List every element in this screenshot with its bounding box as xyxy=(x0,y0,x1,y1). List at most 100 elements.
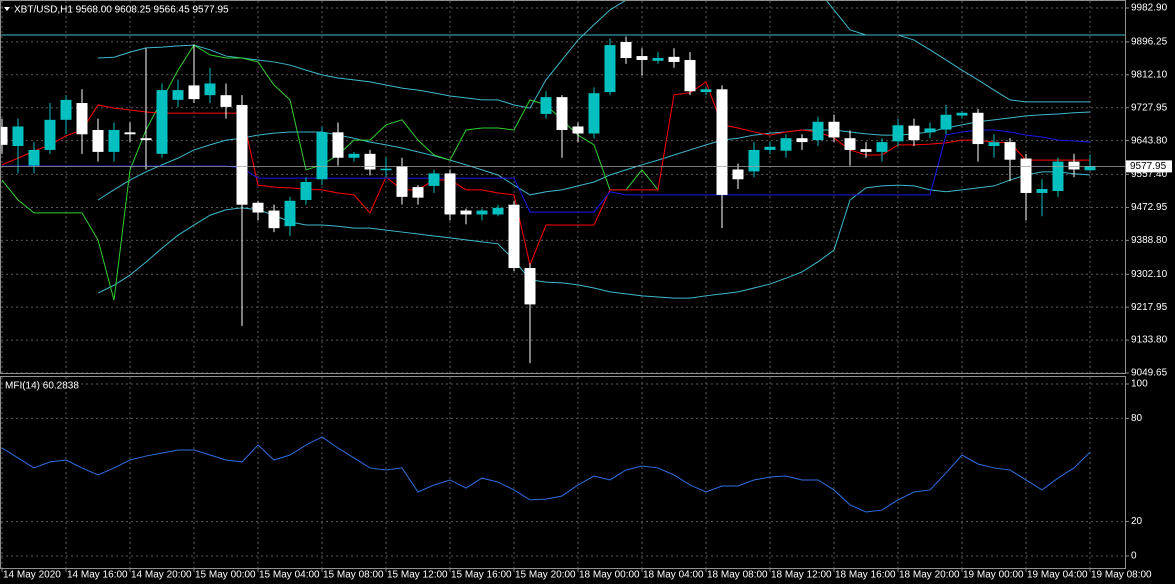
candle-body xyxy=(492,207,504,215)
candle-body xyxy=(156,90,168,154)
candle-body xyxy=(204,83,216,96)
x-tick-label: 15 May 08:00 xyxy=(323,570,384,581)
candle-body xyxy=(76,102,88,135)
x-tick-label: 19 May 00:00 xyxy=(963,570,1024,581)
indicator-line xyxy=(97,1,1090,109)
y-tick-label: 80 xyxy=(1131,413,1143,424)
candle-body xyxy=(412,187,424,198)
candle-body xyxy=(636,56,648,60)
candle-body xyxy=(428,173,440,186)
candle-body xyxy=(876,142,888,152)
candle-body xyxy=(28,149,40,166)
candle-body xyxy=(236,104,248,205)
candle-body xyxy=(604,45,616,93)
candle-body xyxy=(1020,158,1032,193)
y-tick-label: 9812.10 xyxy=(1131,69,1168,80)
candle-body xyxy=(956,112,968,116)
candle-body xyxy=(812,121,824,141)
candle-body xyxy=(940,114,952,130)
candle-body xyxy=(652,58,664,61)
candle-body xyxy=(924,128,936,133)
candle-body xyxy=(124,132,136,135)
y-tick-label: 0 xyxy=(1131,551,1137,562)
x-tick-label: 18 May 16:00 xyxy=(835,570,896,581)
x-tick-label: 19 May 08:00 xyxy=(1091,570,1152,581)
candle-body xyxy=(540,97,552,114)
candle-body xyxy=(780,138,792,151)
candle-body xyxy=(460,210,472,215)
candle-body xyxy=(748,149,760,172)
candle-body xyxy=(92,129,104,152)
y-tick-label: 9049.65 xyxy=(1131,368,1168,379)
candle-body xyxy=(348,153,360,158)
candle-body xyxy=(892,125,904,142)
candle-body xyxy=(844,138,856,150)
candle-body xyxy=(12,126,24,147)
x-tick-label: 15 May 00:00 xyxy=(195,570,256,581)
candle-body xyxy=(284,200,296,227)
candle-body xyxy=(796,138,808,143)
x-tick-label: 14 May 20:00 xyxy=(131,570,192,581)
candle-body xyxy=(972,112,984,145)
candle-body xyxy=(300,182,312,200)
y-tick-label: 9896.25 xyxy=(1131,37,1168,48)
x-tick-label: 18 May 12:00 xyxy=(771,570,832,581)
indicator-line xyxy=(2,129,1091,213)
x-tick-label: 15 May 04:00 xyxy=(259,570,320,581)
candle-body xyxy=(524,268,536,305)
y-tick-label: 9388.80 xyxy=(1131,235,1168,246)
candle-body xyxy=(172,90,184,100)
candle-body xyxy=(764,146,776,150)
candle-body xyxy=(220,95,232,107)
candle-body xyxy=(588,93,600,134)
y-tick-label: 100 xyxy=(1131,379,1148,390)
mfi-frame xyxy=(0,376,1126,569)
x-tick-label: 15 May 20:00 xyxy=(515,570,576,581)
x-tick-label: 18 May 20:00 xyxy=(899,570,960,581)
x-tick-label: 18 May 08:00 xyxy=(707,570,768,581)
current-price-label: 9577.95 xyxy=(1130,161,1167,172)
chart-title: XBT/USD,H1 9568.00 9608.25 9566.45 9577.… xyxy=(14,5,229,16)
candle-body xyxy=(396,166,408,197)
y-tick-label: 9557.40 xyxy=(1131,169,1168,180)
candle-body xyxy=(572,126,584,134)
candle-body xyxy=(0,126,8,145)
candle-body xyxy=(444,173,456,215)
mfi-title: MFI(14) 60.2838 xyxy=(5,381,79,392)
menu-arrow[interactable] xyxy=(4,7,10,11)
candle-body xyxy=(1068,161,1080,170)
price-panel xyxy=(0,1,1125,364)
x-tick-label: 14 May 2020 xyxy=(3,570,61,581)
candle-body xyxy=(1036,189,1048,193)
axes: 9982.90 9896.25 9812.10 9727.95 9643.80 9557.… xyxy=(1,3,1172,581)
candle-body xyxy=(1052,161,1064,191)
candle-body xyxy=(508,204,520,269)
candle-body xyxy=(828,121,840,138)
y-tick-label: 9643.80 xyxy=(1131,135,1168,146)
indicator-line xyxy=(97,111,1091,201)
candle-body xyxy=(732,169,744,180)
y-tick-label: 9133.80 xyxy=(1131,335,1168,346)
x-tick-label: 15 May 12:00 xyxy=(387,570,448,581)
candle-body xyxy=(60,99,72,120)
x-tick-label: 14 May 16:00 xyxy=(67,570,128,581)
price-frame xyxy=(0,0,1126,374)
candle-body xyxy=(316,132,328,180)
candle-body xyxy=(860,149,872,152)
y-tick-label: 9982.90 xyxy=(1131,3,1168,14)
indicator-line xyxy=(1,81,1090,267)
candle-body xyxy=(908,125,920,141)
candle-body xyxy=(268,210,280,229)
y-tick-label: 9472.95 xyxy=(1131,202,1168,213)
y-tick-label: 9302.10 xyxy=(1131,269,1168,280)
candle-body xyxy=(380,168,392,171)
y-tick-label: 20 xyxy=(1131,516,1143,527)
candle-body xyxy=(140,138,152,141)
candle-body xyxy=(620,41,632,59)
mfi-line xyxy=(1,436,1091,513)
x-tick-label: 18 May 04:00 xyxy=(643,570,704,581)
candle-body xyxy=(988,142,1000,147)
candle-body xyxy=(252,202,264,213)
